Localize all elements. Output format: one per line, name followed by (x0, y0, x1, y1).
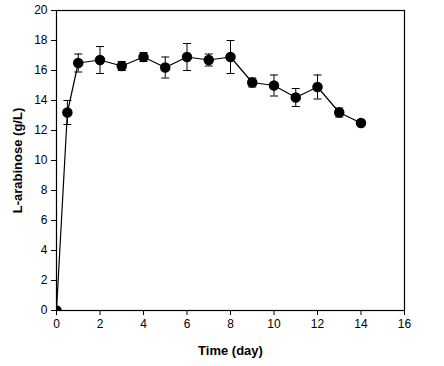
svg-text:10: 10 (34, 153, 48, 167)
svg-text:4: 4 (140, 317, 147, 331)
svg-text:6: 6 (41, 213, 48, 227)
svg-text:2: 2 (41, 273, 48, 287)
svg-text:Time (day): Time (day) (198, 343, 263, 358)
svg-text:12: 12 (311, 317, 325, 331)
svg-text:0: 0 (53, 317, 60, 331)
svg-text:8: 8 (227, 317, 234, 331)
svg-text:0: 0 (41, 303, 48, 317)
svg-text:4: 4 (41, 243, 48, 257)
svg-text:14: 14 (354, 317, 368, 331)
svg-text:14: 14 (34, 93, 48, 107)
svg-text:16: 16 (34, 63, 48, 77)
svg-text:10: 10 (267, 317, 281, 331)
svg-text:L-arabinose (g/L): L-arabinose (g/L) (10, 108, 25, 213)
svg-text:8: 8 (41, 183, 48, 197)
svg-text:12: 12 (34, 123, 48, 137)
svg-text:6: 6 (184, 317, 191, 331)
svg-text:20: 20 (34, 3, 48, 17)
svg-text:16: 16 (398, 317, 412, 331)
svg-text:2: 2 (97, 317, 104, 331)
svg-text:18: 18 (34, 33, 48, 47)
